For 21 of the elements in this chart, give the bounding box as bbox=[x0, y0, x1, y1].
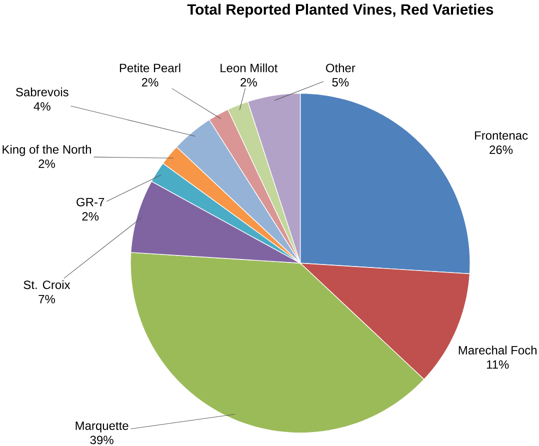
data-label: 26% bbox=[490, 146, 513, 154]
slice-label: Leon Millot bbox=[220, 63, 278, 72]
slice-label: King of the North bbox=[2, 144, 91, 156]
slice-label: Sabrevois bbox=[16, 88, 68, 96]
slice-label: Frontenac bbox=[475, 131, 528, 140]
data-label: 2% bbox=[240, 78, 257, 87]
slice-label: Marquette bbox=[76, 422, 128, 432]
data-label: 2% bbox=[142, 78, 158, 87]
slice-label: Marechal Foch bbox=[458, 346, 536, 354]
slice-label: Petite Pearl bbox=[120, 63, 180, 72]
data-label: 2% bbox=[82, 212, 99, 221]
data-label: 11% bbox=[486, 360, 509, 369]
data-label: 39% bbox=[90, 436, 114, 444]
data-label: 2% bbox=[38, 160, 55, 168]
data-label: 7% bbox=[38, 294, 55, 304]
slice-label: Other bbox=[326, 63, 356, 72]
data-label: 4% bbox=[34, 102, 50, 111]
chart-title: Total Reported Planted Vines, Red Varieties bbox=[187, 4, 494, 18]
slice-label: St. Croix bbox=[24, 280, 70, 290]
slice-label: GR-7 bbox=[76, 198, 104, 206]
data-label: 5% bbox=[332, 78, 349, 87]
